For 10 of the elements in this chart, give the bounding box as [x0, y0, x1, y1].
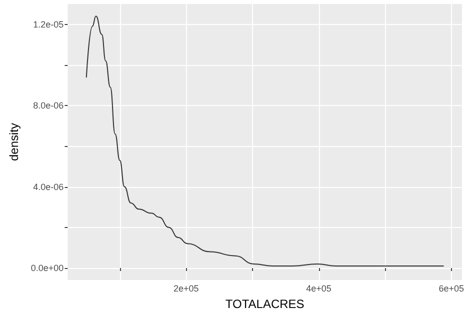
line-series: [86, 16, 444, 266]
y-tick-label: 8.0e-06: [33, 100, 64, 111]
x-tick-label: 4e+05: [306, 284, 332, 294]
y-tick-label: 4.0e-06: [33, 182, 64, 192]
x-tick-label: 6e+05: [438, 284, 464, 294]
x-tick-label: 2e+05: [173, 284, 199, 294]
x-axis-title: TOTALACRES: [225, 297, 304, 311]
y-tick-label: 1.2e-05: [33, 19, 64, 30]
y-tick-label: 0.0e+00: [30, 263, 64, 274]
y-axis-title: density: [7, 122, 21, 162]
